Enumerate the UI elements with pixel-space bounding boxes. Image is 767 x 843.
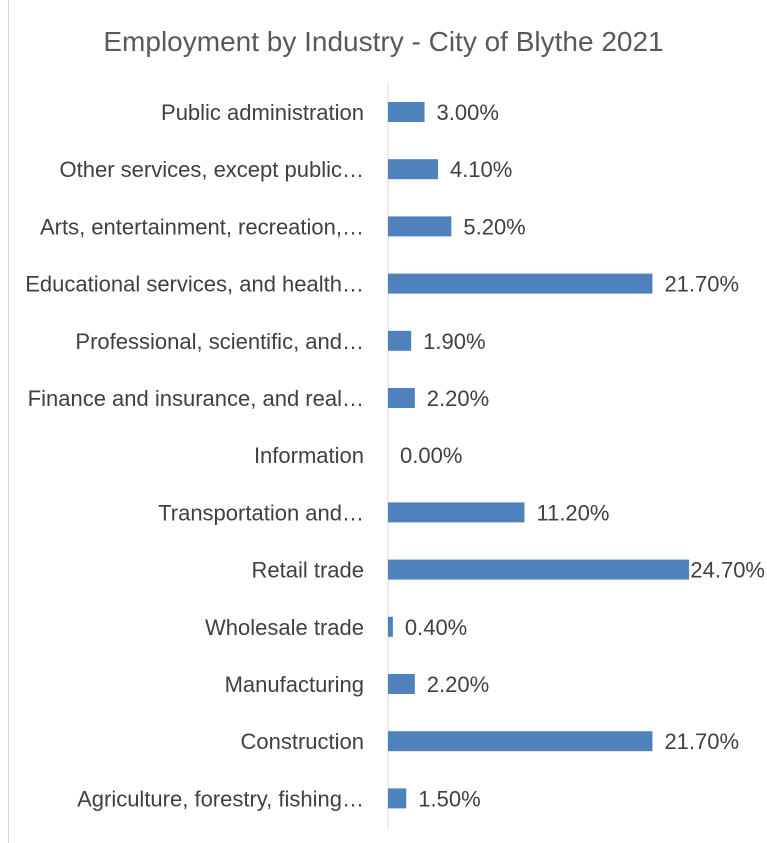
category-label: Wholesale trade: [205, 615, 364, 640]
category-label: Construction: [240, 729, 364, 754]
data-label: 0.00%: [400, 443, 462, 468]
bar: [388, 330, 412, 351]
data-label: 11.20%: [536, 500, 609, 525]
bar: [388, 159, 438, 180]
data-label: 24.70%: [690, 558, 765, 583]
category-label: Manufacturing: [225, 672, 364, 697]
category-label: Educational services, and health…: [25, 272, 364, 297]
bar: [388, 559, 689, 580]
data-label: 3.00%: [437, 100, 499, 125]
bar: [388, 788, 407, 809]
category-label: Professional, scientific, and…: [75, 329, 364, 354]
category-label: Retail trade: [251, 558, 364, 583]
category-label: Other services, except public…: [60, 157, 364, 182]
data-label: 2.20%: [427, 672, 489, 697]
category-label: Agriculture, forestry, fishing…: [77, 786, 364, 811]
data-label: 1.50%: [418, 786, 480, 811]
category-label: Arts, entertainment, recreation,…: [40, 214, 364, 239]
data-label: 2.20%: [427, 386, 489, 411]
category-label: Public administration: [161, 100, 364, 125]
category-label: Information: [254, 443, 364, 468]
data-label: 5.20%: [463, 214, 525, 239]
bar: [388, 674, 415, 694]
chart-title: Employment by Industry - City of Blythe …: [103, 26, 664, 57]
category-label: Transportation and…: [158, 500, 364, 525]
category-label: Finance and insurance, and real…: [28, 386, 364, 411]
bar: [388, 616, 393, 637]
bar: [388, 273, 653, 294]
bars-layer: Public administration 3.00% Other services…: [25, 100, 765, 811]
bar: [388, 388, 415, 408]
data-label: 0.40%: [405, 615, 467, 640]
data-label: 4.10%: [450, 157, 512, 182]
data-label: 21.70%: [664, 272, 739, 297]
data-label: 21.70%: [664, 729, 739, 754]
bar: [388, 102, 425, 122]
chart-frame: [8, 0, 767, 843]
bar: [388, 502, 525, 523]
data-label: 1.90%: [423, 329, 485, 354]
bar: [388, 731, 653, 752]
bar: [388, 216, 452, 237]
